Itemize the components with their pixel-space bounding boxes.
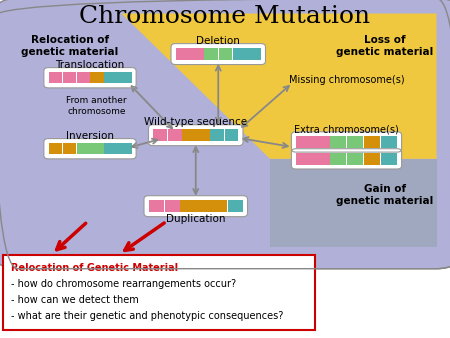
FancyBboxPatch shape bbox=[90, 72, 104, 83]
FancyBboxPatch shape bbox=[313, 136, 329, 148]
Text: Wild-type sequence: Wild-type sequence bbox=[144, 117, 248, 127]
FancyBboxPatch shape bbox=[219, 48, 233, 60]
FancyBboxPatch shape bbox=[44, 68, 136, 88]
FancyBboxPatch shape bbox=[381, 153, 397, 165]
FancyBboxPatch shape bbox=[171, 44, 266, 65]
FancyBboxPatch shape bbox=[330, 153, 346, 165]
Text: Missing chromosome(s): Missing chromosome(s) bbox=[289, 75, 404, 86]
Text: - how can we detect them: - how can we detect them bbox=[11, 295, 139, 305]
FancyBboxPatch shape bbox=[104, 72, 118, 83]
FancyBboxPatch shape bbox=[76, 143, 90, 154]
Text: Deletion: Deletion bbox=[196, 36, 240, 46]
Text: Duplication: Duplication bbox=[166, 214, 225, 224]
FancyBboxPatch shape bbox=[0, 0, 450, 269]
FancyBboxPatch shape bbox=[381, 136, 397, 148]
FancyBboxPatch shape bbox=[63, 143, 76, 154]
FancyBboxPatch shape bbox=[228, 200, 243, 212]
FancyBboxPatch shape bbox=[180, 200, 196, 212]
Text: Extra chromosome(s): Extra chromosome(s) bbox=[294, 124, 399, 134]
Text: Relocation of Genetic Material: Relocation of Genetic Material bbox=[11, 263, 178, 273]
FancyBboxPatch shape bbox=[196, 200, 211, 212]
FancyBboxPatch shape bbox=[212, 200, 227, 212]
FancyBboxPatch shape bbox=[364, 136, 380, 148]
FancyBboxPatch shape bbox=[3, 255, 315, 330]
Text: - how do chromosome rearrangements occur?: - how do chromosome rearrangements occur… bbox=[11, 279, 236, 289]
FancyBboxPatch shape bbox=[182, 129, 196, 141]
FancyBboxPatch shape bbox=[347, 136, 364, 148]
FancyBboxPatch shape bbox=[330, 136, 346, 148]
FancyBboxPatch shape bbox=[233, 48, 247, 60]
FancyBboxPatch shape bbox=[104, 143, 118, 154]
Text: From another
chromosome: From another chromosome bbox=[67, 96, 127, 116]
FancyBboxPatch shape bbox=[204, 48, 218, 60]
FancyBboxPatch shape bbox=[364, 153, 380, 165]
FancyBboxPatch shape bbox=[76, 72, 90, 83]
FancyBboxPatch shape bbox=[347, 153, 364, 165]
FancyBboxPatch shape bbox=[292, 132, 401, 152]
FancyBboxPatch shape bbox=[44, 139, 136, 159]
FancyBboxPatch shape bbox=[49, 143, 62, 154]
FancyBboxPatch shape bbox=[313, 153, 329, 165]
Text: Translocation: Translocation bbox=[55, 60, 125, 70]
Text: Gain of
genetic material: Gain of genetic material bbox=[336, 184, 433, 206]
FancyBboxPatch shape bbox=[49, 72, 62, 83]
FancyBboxPatch shape bbox=[296, 153, 313, 165]
FancyBboxPatch shape bbox=[144, 196, 248, 217]
Text: Relocation of
genetic material: Relocation of genetic material bbox=[21, 35, 118, 57]
Text: Inversion: Inversion bbox=[66, 131, 114, 141]
Polygon shape bbox=[270, 159, 436, 247]
FancyBboxPatch shape bbox=[165, 200, 180, 212]
FancyBboxPatch shape bbox=[225, 129, 239, 141]
Text: - what are their genetic and phenotypic consequences?: - what are their genetic and phenotypic … bbox=[11, 311, 284, 321]
FancyBboxPatch shape bbox=[148, 125, 243, 146]
FancyBboxPatch shape bbox=[247, 48, 261, 60]
FancyBboxPatch shape bbox=[118, 72, 132, 83]
FancyBboxPatch shape bbox=[296, 136, 313, 148]
Polygon shape bbox=[122, 14, 436, 159]
FancyBboxPatch shape bbox=[292, 149, 401, 169]
FancyBboxPatch shape bbox=[176, 48, 190, 60]
FancyBboxPatch shape bbox=[63, 72, 76, 83]
Text: Loss of
genetic material: Loss of genetic material bbox=[336, 35, 433, 57]
FancyBboxPatch shape bbox=[211, 129, 224, 141]
Text: Chromosome Mutation: Chromosome Mutation bbox=[80, 5, 370, 28]
FancyBboxPatch shape bbox=[90, 143, 104, 154]
FancyBboxPatch shape bbox=[190, 48, 204, 60]
FancyBboxPatch shape bbox=[118, 143, 132, 154]
FancyBboxPatch shape bbox=[196, 129, 210, 141]
FancyBboxPatch shape bbox=[153, 129, 167, 141]
FancyBboxPatch shape bbox=[149, 200, 164, 212]
FancyBboxPatch shape bbox=[168, 129, 181, 141]
